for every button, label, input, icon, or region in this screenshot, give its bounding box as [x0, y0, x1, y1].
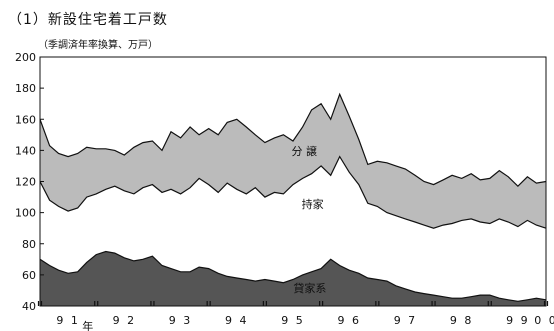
- x-tick-label: 9 7: [394, 314, 418, 327]
- y-axis-unit-label: （季調済年率換算、万戸）: [38, 40, 158, 51]
- x-tick-label: 9 9: [506, 314, 530, 327]
- series-label-分譲: 分 譲: [291, 144, 317, 158]
- chart-title: （1）新設住宅着工戸数: [8, 12, 168, 28]
- x-tick-label: 9 1: [56, 314, 80, 327]
- x-axis-label: 年: [82, 319, 93, 331]
- x-tick-label: 9 2: [113, 314, 137, 327]
- y-tick-label: 60: [22, 269, 36, 282]
- x-tick-label: 9 3: [169, 314, 193, 327]
- axes: 40 60 80 100 120 140 160 180 200 9 1 9 2 9 3 9 4 9 5 9…: [15, 51, 554, 331]
- y-tick-label: 160: [15, 113, 36, 126]
- x-tick-label: 9 6: [337, 314, 361, 327]
- y-tick-label: 180: [15, 82, 36, 95]
- series-label-持家: 持家: [302, 197, 324, 211]
- x-tick-label: 9 5: [281, 314, 305, 327]
- y-tick-label: 80: [22, 238, 36, 251]
- y-tick-label: 100: [15, 207, 36, 220]
- area-layers: [39, 92, 547, 306]
- series-label-貸家系: 貸家系: [293, 281, 326, 295]
- y-tick-label: 120: [15, 176, 36, 189]
- area-貸家系: [40, 251, 546, 306]
- x-tick-label: 0 0: [534, 314, 554, 327]
- x-tick-label: 9 8: [450, 314, 474, 327]
- x-tick-label: 9 4: [225, 314, 249, 327]
- y-tick-label: 140: [15, 144, 36, 157]
- series-labels: 貸家系 持家 分 譲: [291, 144, 326, 295]
- y-tick-label: 40: [22, 300, 36, 313]
- series-line-分譲: [39, 92, 547, 188]
- series-line-貸家系: [39, 250, 547, 302]
- series-line-持家: [39, 155, 547, 229]
- y-tick-label: 200: [15, 51, 36, 64]
